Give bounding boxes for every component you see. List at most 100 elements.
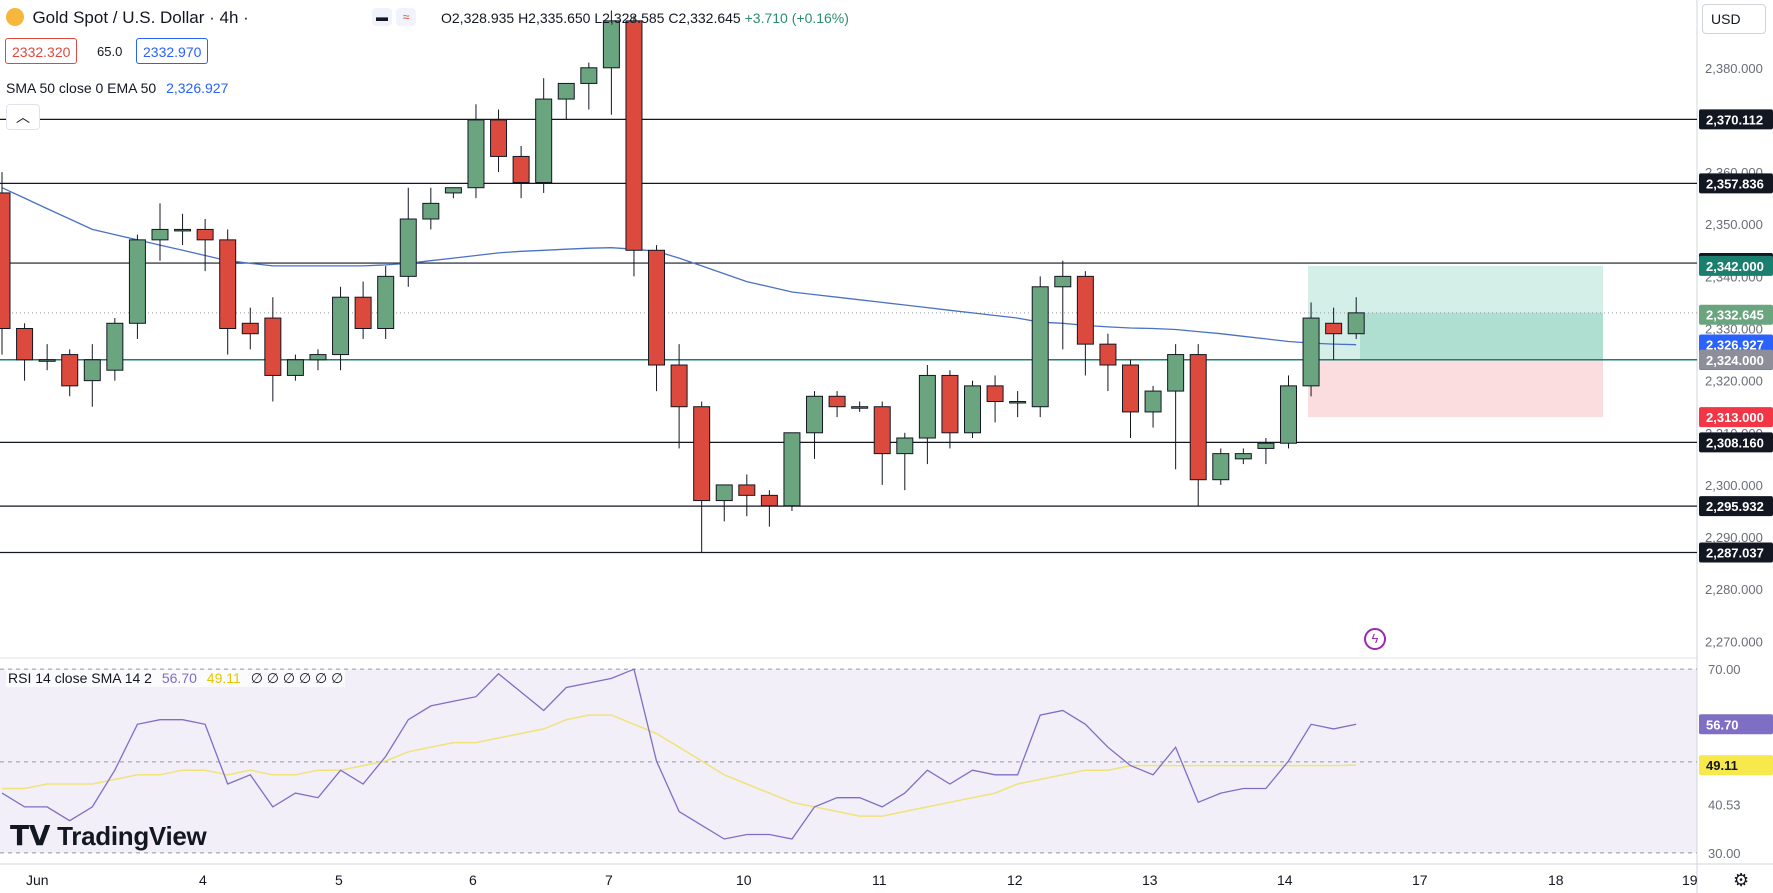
rsi-label: RSI 14 close SMA 14 2 — [8, 670, 152, 686]
ohlc-low: L2,328.585 — [594, 10, 665, 26]
rsi-tick-label: 40.53 — [1708, 797, 1741, 812]
candle-body — [151, 228, 169, 241]
ohlc-high: H2,335.650 — [518, 10, 591, 26]
level-tag-bg — [1699, 109, 1773, 130]
candle-body — [670, 364, 688, 408]
level-tag: 2,287.037 — [1706, 546, 1764, 561]
candle-body — [715, 484, 733, 502]
candle-body — [286, 359, 304, 376]
price-tick-label: 2,280.000 — [1705, 582, 1763, 597]
level-tag: 2,308.160 — [1706, 435, 1764, 450]
candle-body — [873, 406, 891, 455]
rsi-empty-values: ∅ ∅ ∅ ∅ ∅ ∅ — [250, 670, 344, 686]
time-tick-label: 13 — [1142, 872, 1158, 888]
currency-label: USD — [1711, 11, 1741, 27]
candle-body — [16, 328, 34, 361]
candle-body — [512, 155, 530, 184]
candle-body — [648, 249, 666, 366]
time-tick-label: 6 — [469, 872, 477, 888]
candle-body — [535, 98, 553, 183]
candle-body — [1122, 364, 1139, 413]
spread-value: 65.0 — [97, 44, 123, 59]
candle-body — [264, 317, 282, 376]
tv-logo-icon: 𝗧𝗩 — [10, 820, 51, 851]
rsi-band — [0, 669, 1697, 853]
candle-body — [1279, 385, 1297, 444]
time-tick-label: 5 — [335, 872, 343, 888]
candle-body — [377, 275, 395, 330]
chevron-up-icon: ︿ — [16, 109, 30, 125]
sma-legend[interactable]: SMA 50 close 0 EMA 50 2,326.927 — [6, 80, 228, 96]
ohlc-open: O2,328.935 — [441, 10, 515, 26]
candle-body — [1302, 317, 1320, 387]
rsi-sma-tag: 49.11 — [1706, 758, 1738, 773]
time-tick-label: Jun — [26, 872, 49, 888]
collapse-legend-button[interactable]: ︿ — [6, 104, 40, 130]
symbol-title[interactable]: Gold Spot / U.S. Dollar · 4h · — [32, 8, 249, 27]
candle-body — [851, 406, 869, 409]
candle-body — [1076, 275, 1094, 345]
candle-body — [128, 239, 146, 324]
lightning-icon[interactable]: ϟ — [1364, 628, 1386, 650]
visibility-icon[interactable]: ▬ — [372, 8, 392, 26]
rsi-legend[interactable]: RSI 14 close SMA 14 2 56.70 49.11 ∅ ∅ ∅ … — [6, 670, 346, 687]
candle-body — [1031, 286, 1049, 408]
candle-body — [444, 187, 462, 194]
price-tag-bg — [1699, 334, 1773, 355]
price-tag: 2,332.645 — [1706, 308, 1764, 323]
candle-body — [0, 192, 11, 329]
rsi-tag: 56.70 — [1706, 717, 1739, 732]
compare-icon[interactable]: ≈ — [396, 8, 416, 26]
target-tag: 2,342.000 — [1706, 259, 1764, 274]
price-tick-label: 2,350.000 — [1705, 217, 1763, 232]
ohlc-change: +3.710 (+0.16%) — [744, 10, 849, 26]
rsi-sma-value: 49.11 — [206, 670, 241, 686]
ohlc-close: C2,332.645 — [668, 10, 741, 26]
entry-tag-bg — [1699, 349, 1773, 370]
candle-body — [1054, 275, 1072, 288]
rsi-tick-label: 30.00 — [1708, 846, 1741, 861]
candle-body — [625, 20, 643, 251]
gear-icon[interactable]: ⚙ — [1733, 870, 1750, 890]
candle-body — [986, 385, 1004, 403]
price-tick-label: 2,330.000 — [1705, 322, 1763, 337]
candle-body — [738, 484, 756, 496]
tradingview-logo: 𝗧𝗩 TradingView — [10, 819, 207, 852]
symbol-header[interactable]: Gold Spot / U.S. Dollar · 4h · — [6, 8, 249, 28]
candle-body — [1325, 322, 1343, 335]
candle-body — [1257, 442, 1275, 449]
candle-body — [806, 395, 824, 434]
price-tick-label: 2,290.000 — [1705, 530, 1763, 545]
candle-body — [241, 322, 259, 335]
rsi-tag-bg — [1699, 714, 1773, 735]
time-tick-label: 14 — [1277, 872, 1293, 888]
time-tick-label: 12 — [1007, 872, 1023, 888]
time-tick-label: 17 — [1412, 872, 1428, 888]
candle-body — [196, 228, 214, 241]
time-tick-label: 10 — [736, 872, 752, 888]
stop-tag: 2,313.000 — [1706, 410, 1764, 425]
ohlc-readout: O2,328.935 H2,335.650 L2,328.585 C2,332.… — [441, 10, 849, 26]
brand-text: TradingView — [57, 821, 207, 851]
candle-body — [106, 322, 124, 371]
indicator-toggles[interactable]: ▬ ≈ — [372, 8, 416, 28]
buy-button[interactable]: 2332.970 — [136, 38, 209, 64]
gold-symbol-icon — [6, 8, 24, 26]
candle-body — [557, 82, 575, 100]
level-tag-bg — [1699, 496, 1773, 517]
sell-button[interactable]: 2332.320 — [5, 38, 78, 64]
open-pnl-zone — [1360, 312, 1603, 360]
currency-selector[interactable]: USD — [1702, 4, 1766, 34]
price-tag-bg — [1699, 304, 1773, 325]
candle-body — [309, 354, 327, 361]
rsi-line — [1, 668, 1357, 840]
candle-body — [1234, 453, 1252, 460]
candle-body — [1099, 343, 1117, 366]
candle-body — [602, 20, 620, 69]
candle-body — [693, 406, 711, 502]
price-tag: 2,326.927 — [1706, 338, 1764, 353]
stop-tag-bg — [1699, 407, 1773, 428]
candle-body — [760, 494, 778, 507]
time-tick-label: 19 — [1682, 872, 1698, 888]
